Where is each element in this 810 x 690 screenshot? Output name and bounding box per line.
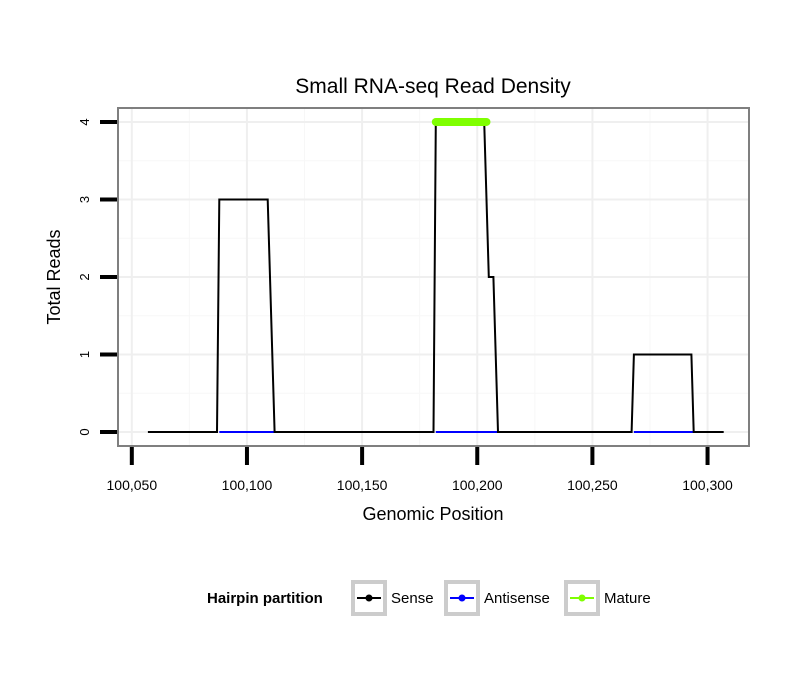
- y-tick-label: 4: [77, 118, 92, 125]
- legend-label: Sense: [391, 590, 434, 607]
- x-tick-label: 100,250: [567, 477, 618, 493]
- x-tick-label: 100,150: [337, 477, 388, 493]
- chart-title: Small RNA-seq Read Density: [295, 75, 571, 98]
- legend-key-dot: [578, 594, 586, 602]
- x-axis: 100,050 100,100 100,150 100,200 100,250 100,3…: [107, 447, 733, 493]
- legend-key-dot: [365, 594, 373, 602]
- grid-lines: [118, 108, 749, 446]
- x-tick-label: 100,300: [682, 477, 733, 493]
- x-tick-label: 100,200: [452, 477, 503, 493]
- y-tick-label: 2: [77, 273, 92, 280]
- x-axis-label: Genomic Position: [362, 504, 503, 524]
- y-axis-label: Total Reads: [44, 229, 64, 324]
- legend-label: Mature: [604, 590, 651, 607]
- legend-key-dot: [458, 594, 466, 602]
- legend-label: Antisense: [484, 590, 550, 607]
- legend-title: Hairpin partition: [207, 590, 323, 607]
- y-tick-label: 1: [77, 351, 92, 358]
- y-tick-label: 3: [77, 196, 92, 203]
- x-tick-label: 100,050: [107, 477, 158, 493]
- x-tick-label: 100,100: [222, 477, 273, 493]
- series-layer: [147, 117, 724, 434]
- legend: Hairpin partition Sense Antisense Mature: [207, 580, 651, 616]
- y-tick-label: 0: [77, 428, 92, 435]
- y-axis: 0 1 2 3 4: [77, 118, 117, 436]
- plot-border: [117, 107, 750, 447]
